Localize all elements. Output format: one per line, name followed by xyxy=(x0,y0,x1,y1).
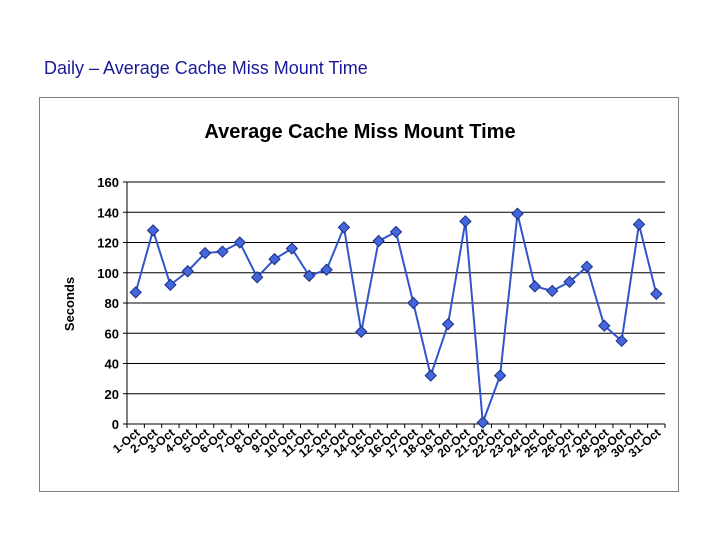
y-tick-label: 120 xyxy=(97,236,119,251)
data-point-marker xyxy=(337,221,351,234)
data-point-marker xyxy=(233,236,247,249)
data-point-marker xyxy=(372,234,385,248)
y-tick-label: 40 xyxy=(105,357,119,372)
data-point-marker xyxy=(129,286,142,299)
data-point-marker xyxy=(268,252,281,266)
y-tick-label: 140 xyxy=(97,205,119,220)
line-chart: Average Cache Miss Mount Time Seconds 0 2… xyxy=(62,121,666,461)
data-point-marker xyxy=(563,275,576,289)
data-point-marker xyxy=(441,317,455,331)
data-point-marker xyxy=(198,246,212,260)
data-point-marker xyxy=(250,271,264,284)
gridlines xyxy=(127,181,665,395)
data-point-marker xyxy=(285,242,299,255)
data-point-marker xyxy=(459,215,472,228)
data-markers xyxy=(129,207,663,429)
series-line xyxy=(134,213,658,423)
data-point-marker xyxy=(181,265,194,278)
axes xyxy=(123,181,666,428)
y-tick-label: 60 xyxy=(105,326,119,341)
y-tick-labels: 0 20 40 60 80 100 120 140 160 xyxy=(97,175,119,432)
data-point-marker xyxy=(389,225,403,239)
y-axis-label: Seconds xyxy=(62,277,77,331)
data-point-marker xyxy=(407,296,420,310)
y-tick-label: 20 xyxy=(105,387,119,402)
y-tick-label: 100 xyxy=(97,266,119,281)
data-point-marker xyxy=(650,287,663,301)
data-point-marker xyxy=(598,319,611,332)
chart-frame: Average Cache Miss Mount Time Seconds 0 2… xyxy=(39,97,679,492)
data-point-marker xyxy=(303,269,316,282)
data-point-marker xyxy=(545,284,559,298)
data-point-marker xyxy=(476,416,489,429)
data-point-marker xyxy=(615,334,628,348)
series-line-path xyxy=(134,213,658,423)
y-tick-label: 0 xyxy=(112,417,119,432)
chart-title: Average Cache Miss Mount Time xyxy=(204,121,515,143)
data-point-marker xyxy=(355,325,368,338)
y-tick-label: 80 xyxy=(105,296,119,311)
data-point-marker xyxy=(528,280,542,293)
data-point-marker xyxy=(632,218,646,231)
x-tick-labels: 1-Oct2-Oct3-Oct4-Oct5-Oct6-Oct7-Oct8-Oct… xyxy=(110,426,663,461)
data-point-marker xyxy=(493,369,507,382)
data-point-marker xyxy=(164,278,177,292)
y-tick-label: 160 xyxy=(97,175,119,190)
data-point-marker xyxy=(511,207,524,220)
data-point-marker xyxy=(146,224,160,237)
slide-title: Daily – Average Cache Miss Mount Time xyxy=(44,58,368,78)
data-point-marker xyxy=(580,260,594,273)
data-point-marker xyxy=(424,369,437,382)
data-point-marker xyxy=(320,263,333,276)
data-point-marker xyxy=(216,245,229,258)
